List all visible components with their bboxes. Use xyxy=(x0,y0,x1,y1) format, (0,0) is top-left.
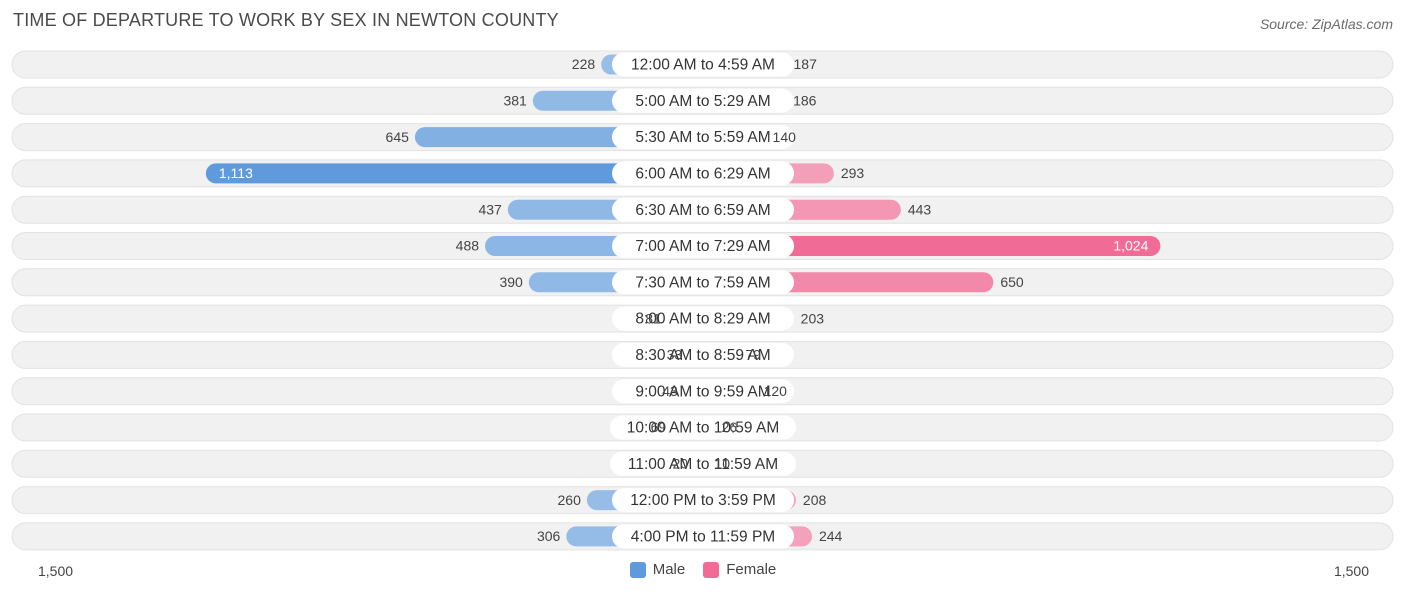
legend-swatch-female xyxy=(703,561,720,578)
female-value-label: 650 xyxy=(1000,274,1024,290)
male-value-label: 437 xyxy=(478,201,502,217)
female-value-label: 120 xyxy=(764,383,788,399)
male-value-label: 306 xyxy=(537,528,561,544)
category-label: 12:00 AM to 4:59 AM xyxy=(631,57,775,74)
diverging-bar-chart: 12:00 AM to 4:59 AM 228 187 5:00 AM to 5:29… xyxy=(11,50,1394,551)
male-bar xyxy=(205,163,714,184)
male-value-label: 381 xyxy=(503,93,527,109)
category-label-box xyxy=(612,306,794,331)
male-value-label: 228 xyxy=(572,56,596,72)
female-value-label: 187 xyxy=(794,56,818,72)
category-label-box xyxy=(612,488,794,513)
male-value-label: 81 xyxy=(645,310,661,326)
male-value-label: 43 xyxy=(662,383,678,399)
category-label-box xyxy=(612,197,794,222)
category-label: 5:00 AM to 5:29 AM xyxy=(635,93,770,110)
male-value-label: 69 xyxy=(651,419,667,435)
category-label-box xyxy=(612,524,794,549)
category-label: 7:00 AM to 7:29 AM xyxy=(635,238,770,255)
axis-right-label: 1,500 xyxy=(1333,563,1369,579)
category-label-box xyxy=(612,379,794,404)
category-label-box xyxy=(612,270,794,295)
legend: Male Female xyxy=(0,561,1406,578)
female-value-label: 443 xyxy=(908,201,932,217)
category-label-box xyxy=(612,342,794,367)
category-label: 8:00 AM to 8:29 AM xyxy=(635,311,770,328)
female-value-label: 10 xyxy=(714,456,730,472)
male-value-label: 33 xyxy=(667,347,683,363)
female-value-label: 203 xyxy=(801,310,825,326)
male-value-label: 488 xyxy=(456,238,480,254)
legend-label-female: Female xyxy=(726,561,777,578)
female-value-label: 244 xyxy=(819,528,843,544)
male-value-label: 20 xyxy=(672,456,688,472)
category-label: 9:00 AM to 9:59 AM xyxy=(635,383,770,400)
chart-title: TIME OF DEPARTURE TO WORK BY SEX IN NEWT… xyxy=(13,10,559,30)
legend-item-female: Female xyxy=(703,561,776,578)
category-label: 4:00 PM to 11:59 PM xyxy=(631,528,775,545)
legend-swatch-male xyxy=(629,561,646,578)
male-value-label: 390 xyxy=(499,274,523,290)
category-label: 7:30 AM to 7:59 AM xyxy=(635,274,770,291)
category-label: 12:00 PM to 3:59 PM xyxy=(630,492,776,509)
male-value-label: 260 xyxy=(558,492,582,508)
category-label-box xyxy=(610,415,796,440)
category-label-box xyxy=(612,234,794,258)
male-value-label: 1,113 xyxy=(219,165,253,181)
category-label-box xyxy=(612,88,794,113)
female-value-label: 293 xyxy=(841,165,865,181)
source-note: Source: ZipAtlas.com xyxy=(1259,16,1393,32)
female-value-label: 79 xyxy=(745,347,761,363)
category-label: 6:30 AM to 6:59 AM xyxy=(635,202,770,219)
male-value-label: 645 xyxy=(386,129,410,145)
axis-left-label: 1,500 xyxy=(38,563,74,579)
female-value-label: 26 xyxy=(722,419,738,435)
category-label-box xyxy=(610,451,796,476)
category-label-box xyxy=(612,125,794,150)
category-label: 10:00 AM to 10:59 AM xyxy=(627,420,780,437)
category-label: 6:00 AM to 6:29 AM xyxy=(635,165,770,182)
category-label: 11:00 AM to 11:59 AM xyxy=(628,456,778,473)
category-label: 8:30 AM to 8:59 AM xyxy=(635,347,770,364)
category-label: 5:30 AM to 5:59 AM xyxy=(635,129,770,146)
legend-label-male: Male xyxy=(652,561,686,578)
category-label-box xyxy=(612,52,794,77)
legend-item-male: Male xyxy=(629,561,686,578)
female-value-label: 140 xyxy=(773,129,797,145)
female-bar xyxy=(693,236,1161,256)
female-value-label: 1,024 xyxy=(1113,238,1148,254)
category-label-box xyxy=(612,161,794,186)
female-value-label: 208 xyxy=(803,492,827,508)
female-value-label: 186 xyxy=(793,93,817,109)
